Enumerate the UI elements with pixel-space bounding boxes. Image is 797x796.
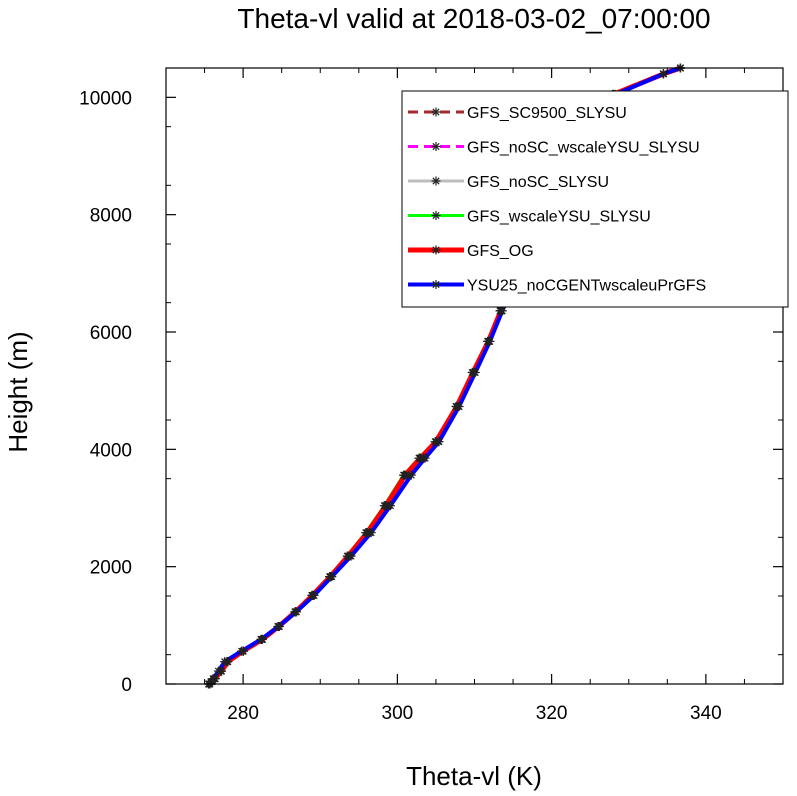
legend-items: GFS_SC9500_SLYSU GFS_noSC_wscaleYSU_SLYSU… — [408, 105, 706, 295]
series-6-point — [434, 437, 444, 447]
x-tick-label: 340 — [690, 703, 722, 724]
legend-marker-2 — [431, 142, 441, 151]
x-tick-label: 320 — [536, 703, 568, 724]
series-6-point — [420, 453, 430, 463]
series-6-point — [658, 69, 668, 79]
y-tick-label: 4000 — [90, 440, 132, 461]
series-6-point — [256, 634, 266, 644]
series-6-point — [213, 666, 223, 676]
x-tick-label: 300 — [382, 703, 414, 724]
series-6-point — [327, 572, 337, 582]
tick-layer: 280 300 320 340 0 2000 4000 6000 8000 10000 — [79, 67, 784, 724]
y-tick-label: 0 — [121, 675, 132, 696]
series-6-point — [274, 622, 284, 632]
series-6-point — [470, 367, 480, 377]
series-6-point — [220, 657, 230, 667]
series-6-point — [366, 528, 376, 538]
series-6-point — [454, 402, 464, 412]
series-6-point — [406, 470, 416, 480]
legend-marker-6 — [431, 280, 441, 289]
y-tick-label: 10000 — [79, 88, 132, 109]
series-6-point — [485, 336, 495, 346]
series-6-point — [497, 306, 507, 316]
series-6-point — [346, 551, 356, 561]
legend-label-4: GFS_wscaleYSU_SLYSU — [467, 209, 651, 226]
series-6-point — [291, 607, 301, 617]
x-axis-label: Theta-vl (K) — [406, 761, 542, 791]
legend-box — [401, 90, 789, 308]
legend: GFS_SC9500_SLYSU GFS_noSC_wscaleYSU_SLYSU… — [401, 90, 789, 308]
legend-marker-4 — [431, 211, 441, 220]
series-6-point — [385, 501, 395, 511]
legend-marker-5 — [431, 245, 441, 255]
legend-label-2: GFS_noSC_wscaleYSU_SLYSU — [467, 140, 700, 157]
legend-marker-3 — [431, 176, 441, 186]
legend-label-1: GFS_SC9500_SLYSU — [467, 105, 627, 122]
y-tick-label: 8000 — [90, 206, 132, 227]
chart-title: Theta-vl valid at 2018-03-02_07:00:00 — [237, 3, 710, 34]
x-tick-label: 280 — [227, 703, 259, 724]
y-axis-label: Height (m) — [3, 331, 33, 452]
y-tick-label: 2000 — [90, 558, 132, 579]
legend-label-5: GFS_OG — [467, 243, 534, 260]
series-6-point — [208, 674, 218, 684]
legend-marker-1 — [431, 107, 441, 117]
legend-label-3: GFS_noSC_SLYSU — [467, 174, 609, 191]
legend-label-6: YSU25_noCGENTwscaleuPrGFS — [467, 278, 706, 295]
series-6-point — [237, 646, 247, 656]
series-6-point — [309, 590, 319, 600]
y-tick-label: 6000 — [90, 323, 132, 344]
